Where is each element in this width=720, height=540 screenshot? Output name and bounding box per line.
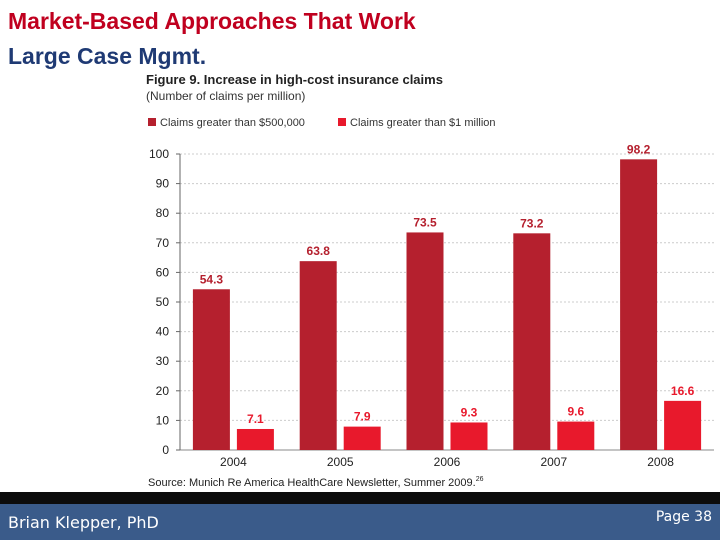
x-tick-label: 2008 [647, 455, 674, 469]
data-label: 9.6 [567, 405, 584, 419]
chart-source: Source: Munich Re America HealthCare New… [148, 476, 484, 489]
bar-claims-500k [513, 233, 551, 450]
legend-swatch-500k [148, 118, 156, 126]
slide-title-line-1: Market-Based Approaches That Work [8, 8, 416, 34]
bar-claims-1m [557, 421, 595, 450]
data-label: 73.2 [520, 216, 544, 230]
footer-divider [0, 492, 720, 504]
data-label: 73.5 [413, 215, 437, 229]
y-tick-label: 60 [156, 265, 170, 279]
bar-claims-500k [192, 289, 230, 450]
x-tick-label: 2006 [434, 455, 461, 469]
x-tick-label: 2004 [220, 455, 247, 469]
bar-claims-1m [664, 400, 702, 450]
bar-claims-500k [406, 232, 444, 450]
x-tick-label: 2005 [327, 455, 354, 469]
legend-label-500k: Claims greater than $500,000 [160, 117, 305, 129]
footer-author: Brian Klepper, PhD [8, 513, 159, 532]
bar-claims-500k [299, 261, 337, 450]
legend-label-1m: Claims greater than $1 million [350, 117, 496, 129]
y-tick-label: 20 [156, 384, 170, 398]
chart-title: Figure 9. Increase in high-cost insuranc… [146, 72, 443, 87]
data-label: 7.9 [354, 410, 371, 424]
data-label: 9.3 [461, 405, 478, 419]
bar-claims-500k [620, 159, 658, 450]
chart: Figure 9. Increase in high-cost insuranc… [146, 72, 714, 489]
x-axis: 2004 2005 2006 2007 2008 [220, 455, 674, 469]
y-tick-label: 30 [156, 354, 170, 368]
y-tick-label: 40 [156, 325, 170, 339]
y-axis: 0 10 20 30 40 50 60 70 80 90 100 [149, 147, 181, 457]
chart-subtitle: (Number of claims per million) [146, 89, 305, 103]
page-number: Page 38 [655, 509, 712, 525]
data-label: 7.1 [247, 412, 264, 426]
y-tick-label: 90 [156, 177, 170, 191]
footer-bar: Brian Klepper, PhD Page 38 [0, 504, 720, 540]
slide-title-line-2: Large Case Mgmt. [8, 43, 207, 69]
data-label: 54.3 [200, 272, 224, 286]
source-reference: 26 [476, 476, 484, 483]
y-tick-label: 50 [156, 295, 170, 309]
bar-claims-1m [236, 428, 274, 450]
data-label: 16.6 [671, 384, 695, 398]
bar-claims-1m [343, 426, 381, 450]
y-tick-label: 70 [156, 236, 170, 250]
data-label: 98.2 [627, 142, 651, 156]
y-tick-label: 0 [162, 443, 169, 457]
bars: 54.3 7.1 63.8 7.9 73.5 9.3 73.2 9.6 98.2 16.6 [192, 142, 702, 450]
bar-claims-1m [450, 422, 488, 450]
y-tick-label: 10 [156, 413, 170, 427]
y-tick-label: 100 [149, 147, 169, 161]
data-label: 63.8 [307, 244, 331, 258]
x-tick-label: 2007 [540, 455, 567, 469]
legend-swatch-1m [338, 118, 346, 126]
y-tick-label: 80 [156, 206, 170, 220]
